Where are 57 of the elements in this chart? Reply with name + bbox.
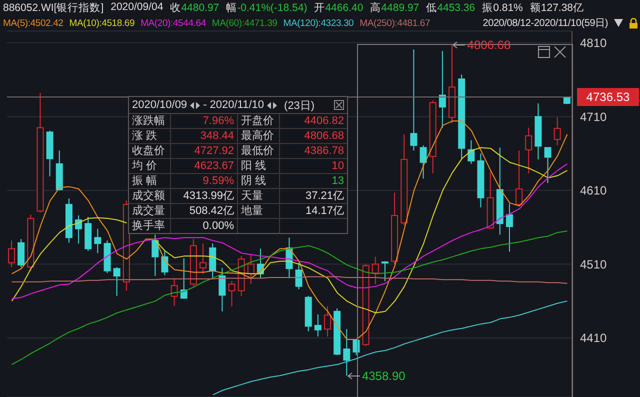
annotation: 换手率 [129,219,171,233]
annotation: 4806.68 [467,38,511,52]
annotation: 收盘价 [129,144,171,158]
text: 幅-0.41%(-18.54) [226,2,308,14]
annotation: 4313.99亿 [171,189,238,203]
text: 低4453.36 [426,2,476,14]
text: 高4489.97 [370,2,420,14]
annotation: 7.96% [171,114,238,128]
annotation: 2020/10/09 [132,99,188,111]
y-tick-label: 4510 [580,257,608,272]
annotation: 最低价 [238,144,280,158]
annotation: 开盘价 [238,114,280,128]
annotation: - 2020/11/10 [203,99,264,111]
text: 振0.81% [482,1,523,15]
text: MA(5):4502.42 [3,18,64,28]
text: 2020/08/12-2020/11/10(59日) [482,17,608,30]
annotation: 涨 跌 [129,129,171,143]
annotation: 14.17亿 [304,204,345,218]
annotation: 涨跌幅 [129,114,171,128]
text: 2020/09/04 [110,1,164,15]
text: 886052.WI[银行指数] [3,1,104,15]
annotation: 4727.92 [171,144,238,158]
annotation: 最高价 [238,129,280,143]
text: 额127.38亿 [530,1,584,15]
annotation: 4623.67 [171,159,238,173]
annotation: 振 幅 [129,174,171,188]
text: MA(10):4518.69 [69,18,135,28]
annotation: 9.59% [171,174,238,188]
text: MA(60):4471.39 [212,18,278,28]
annotation: 348.44 [171,129,238,143]
annotation: (23日) [284,98,315,112]
y-tick-label: 4710 [580,110,608,124]
text: 收4480.97 [170,2,220,14]
y-tick-label: 4410 [580,331,608,346]
text: MA(120):4323.30 [283,18,354,28]
annotation: 阳 线 [238,159,280,173]
y-tick-label: 4610 [580,184,608,198]
text: MA(250):4481.67 [360,18,430,28]
annotation: 天量 [238,189,280,203]
ref-line-label: 4736.53 [577,88,639,106]
annotation: 0.00% [171,219,238,233]
annotation: 508.42亿 [171,204,238,218]
annotation: 成交量 [129,204,171,218]
text: MA(20):4544.64 [140,18,206,28]
annotation: 地量 [238,204,280,218]
annotation: 成交额 [129,189,171,203]
text: 开4466.40 [314,2,364,14]
y-tick-label: 4810 [580,36,608,50]
annotation: 4806.68 [303,129,345,143]
annotation: 13 [330,174,345,188]
annotation: 10 [330,159,345,173]
annotation: 4406.82 [303,114,345,128]
annotation: 37.21亿 [304,189,345,203]
annotation: 阴 线 [238,174,280,188]
annotation: 4386.78 [303,144,345,158]
annotation: 均 价 [129,159,171,173]
annotation: 4358.90 [362,368,406,383]
